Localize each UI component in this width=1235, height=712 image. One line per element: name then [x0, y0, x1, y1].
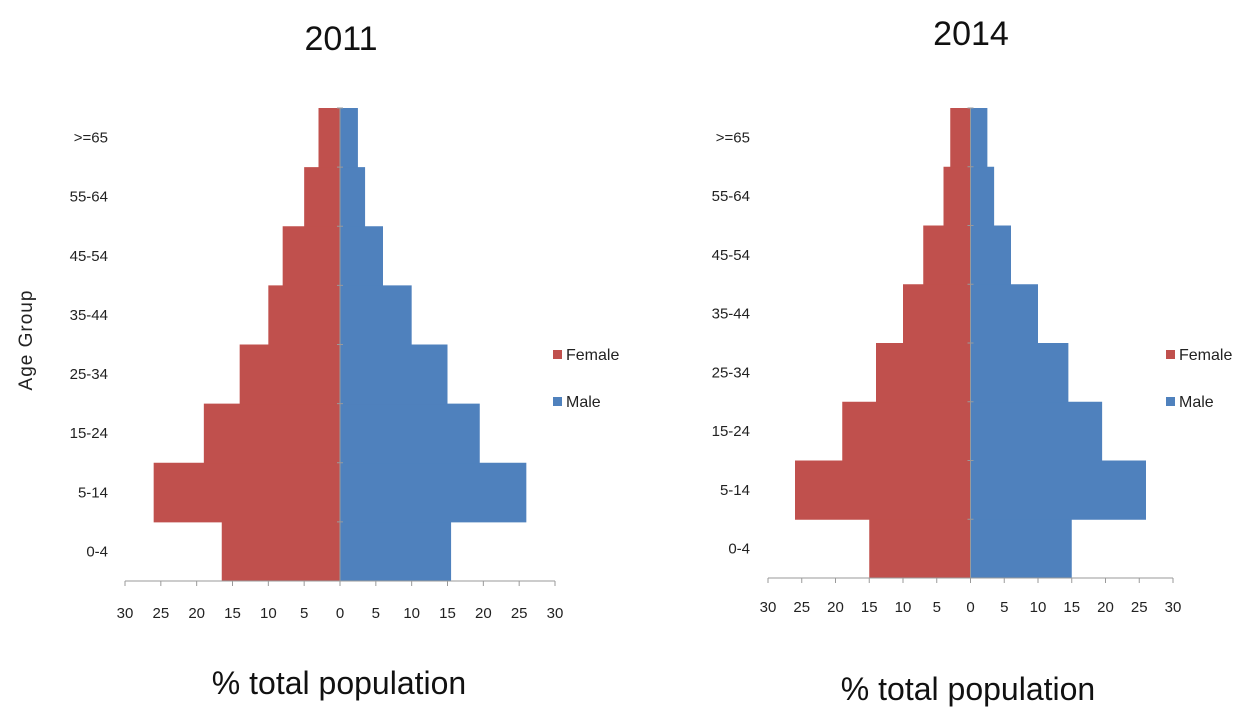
- bar-male-6: [970, 166, 995, 226]
- chart-title: 2014: [933, 15, 1009, 53]
- legend-swatch-female: [1166, 350, 1175, 359]
- x-tick-label: 5: [300, 605, 308, 622]
- bar-female-3: [239, 344, 340, 405]
- legend: Female Male: [1166, 347, 1232, 411]
- x-tick-label: 20: [188, 605, 205, 622]
- y-axis-label: Age Group: [16, 290, 37, 391]
- bar-female-7: [950, 108, 971, 168]
- bar-male-4: [340, 285, 412, 345]
- y-tick-label: 35-44: [712, 306, 750, 323]
- x-tick-label: 10: [260, 605, 277, 622]
- bar-male-2: [340, 403, 480, 464]
- y-tick-label: 35-44: [70, 307, 108, 324]
- x-tick-label: 25: [511, 605, 528, 622]
- x-tick-label: 20: [1097, 599, 1114, 616]
- chart-title: 2011: [304, 20, 377, 58]
- x-tick-label: 0: [966, 599, 974, 616]
- legend-label-male: Male: [566, 394, 601, 411]
- legend-swatch-male: [1166, 397, 1175, 406]
- x-tick-label: 25: [152, 605, 169, 622]
- bar-female-3: [876, 343, 971, 403]
- y-tick-label: 15-24: [712, 423, 750, 440]
- y-axis: 0-4 5-14 15-24 25-34 35-44 45-54 55-64 >=65: [712, 107, 974, 579]
- pyramid-chart-2011: 2011 Age Group % total population 0-4 5-1…: [16, 20, 619, 701]
- x-tick-label: 25: [793, 599, 810, 616]
- bar-male-3: [340, 344, 448, 405]
- bar-female-0: [869, 519, 971, 579]
- bar-female-1: [153, 462, 340, 523]
- legend: Female Male: [553, 347, 619, 411]
- legend-label-female: Female: [1179, 347, 1232, 364]
- y-tick-label: 15-24: [70, 425, 108, 442]
- x-tick-label: 15: [861, 599, 878, 616]
- bar-male-5: [970, 225, 1011, 285]
- bar-female-7: [318, 108, 340, 168]
- x-tick-label: 20: [827, 599, 844, 616]
- y-tick-label: 25-34: [712, 364, 750, 381]
- y-tick-label: 0-4: [86, 543, 108, 560]
- pyramid-chart-2014: 2014 % total population 0-4 5-14 15-24 25-3…: [712, 15, 1233, 707]
- bar-female-2: [203, 403, 340, 464]
- x-tick-label: 15: [1063, 599, 1080, 616]
- bar-female-6: [943, 166, 971, 226]
- x-axis-label: % total population: [841, 671, 1095, 707]
- x-axis: 30 25 20 15 10 5 0 5 10 15 20 25 30: [760, 577, 1182, 616]
- y-tick-label: 45-54: [712, 247, 750, 264]
- legend-label-male: Male: [1179, 394, 1214, 411]
- y-tick-label: 25-34: [70, 366, 108, 383]
- x-tick-label: 30: [760, 599, 777, 616]
- legend-label-female: Female: [566, 347, 619, 364]
- x-tick-label: 10: [1030, 599, 1047, 616]
- y-tick-label: >=65: [716, 129, 750, 146]
- bar-male-3: [970, 343, 1069, 403]
- bars-group: [795, 108, 1146, 579]
- x-tick-label: 5: [372, 605, 380, 622]
- legend-swatch-female: [553, 350, 562, 359]
- y-tick-label: 0-4: [728, 541, 750, 558]
- bar-male-1: [970, 460, 1146, 520]
- y-tick-label: 55-64: [712, 188, 750, 205]
- bar-male-5: [340, 226, 383, 286]
- x-tick-label: 30: [117, 605, 134, 622]
- y-tick-label: 55-64: [70, 189, 108, 206]
- y-tick-label: >=65: [74, 130, 108, 147]
- x-axis-label: % total population: [212, 665, 466, 701]
- bar-female-0: [221, 521, 340, 582]
- bar-male-7: [970, 108, 988, 168]
- bar-female-1: [795, 460, 971, 520]
- legend-swatch-male: [553, 397, 562, 406]
- bar-female-5: [923, 225, 971, 285]
- x-tick-label: 15: [439, 605, 456, 622]
- bar-female-6: [304, 167, 340, 227]
- bar-male-2: [970, 401, 1103, 461]
- x-tick-label: 10: [895, 599, 912, 616]
- x-tick-label: 30: [1165, 599, 1182, 616]
- bar-male-1: [340, 462, 527, 523]
- y-tick-label: 5-14: [78, 484, 108, 501]
- x-tick-label: 15: [224, 605, 241, 622]
- bar-male-0: [970, 519, 1072, 579]
- bar-male-0: [340, 521, 452, 582]
- bar-male-4: [970, 284, 1038, 344]
- x-tick-label: 0: [336, 605, 344, 622]
- x-axis: 30 25 20 15 10 5 0 5 10 15 20 25 30: [117, 580, 564, 622]
- x-tick-label: 25: [1131, 599, 1148, 616]
- bar-male-7: [340, 108, 358, 168]
- bars-group: [153, 108, 527, 582]
- x-tick-label: 20: [475, 605, 492, 622]
- bar-female-4: [903, 284, 971, 344]
- bar-female-2: [842, 401, 971, 461]
- bar-female-4: [268, 285, 340, 345]
- x-tick-label: 5: [1000, 599, 1008, 616]
- y-axis: 0-4 5-14 15-24 25-34 35-44 45-54 55-64 >=65: [70, 107, 343, 582]
- y-tick-label: 45-54: [70, 248, 108, 265]
- x-tick-label: 5: [933, 599, 941, 616]
- bar-female-5: [282, 226, 340, 286]
- bar-male-6: [340, 167, 366, 227]
- x-tick-label: 30: [547, 605, 564, 622]
- x-tick-label: 10: [403, 605, 420, 622]
- y-tick-label: 5-14: [720, 482, 750, 499]
